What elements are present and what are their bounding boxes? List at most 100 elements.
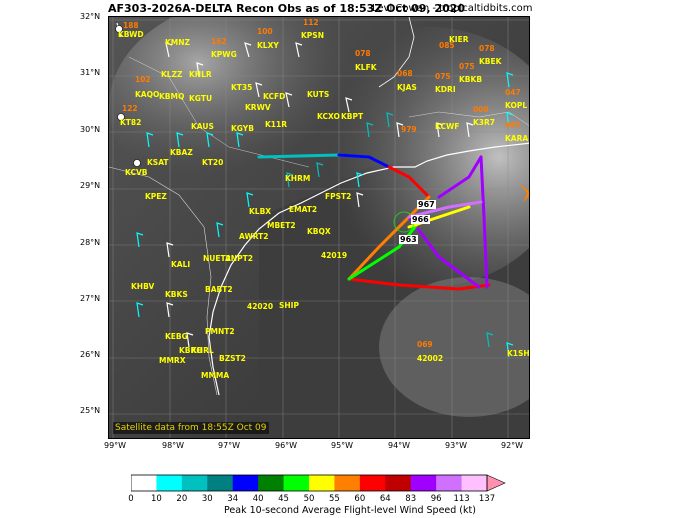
colorbar-tick-label: 96 [430, 494, 442, 504]
lat-label-27: 27°N [80, 294, 101, 303]
station-khlr: KHLR [189, 70, 212, 79]
lon-label-96: 96°W [275, 441, 298, 450]
colorbar-tick-label: 0 [128, 494, 134, 504]
satellite-timestamp: Satellite data from 18:55Z Oct 09 [113, 422, 269, 434]
colorbar-tick-label: 45 [278, 494, 289, 504]
lon-label-98: 98°W [162, 441, 185, 450]
station-kaus: KAUS [191, 122, 214, 131]
colorbar-cell [207, 475, 234, 491]
station-kbek-obs: 078 [479, 44, 495, 53]
colorbar-cell [181, 475, 208, 491]
lat-label-29: 29°N [80, 181, 101, 190]
station-khbv: KHBV [131, 282, 155, 291]
station-khrm: KHRM [285, 174, 311, 183]
wind-barbs [116, 22, 514, 358]
colorbar-tick-label: 40 [252, 494, 264, 504]
station-fpst2: FPST2 [325, 192, 352, 201]
colorbar-title: Peak 10-second Average Flight-level Wind… [224, 505, 476, 516]
recon-map[interactable]: KBWD 188 KMNZ KPWG 162 KLXY 100 KPSN 112… [108, 16, 530, 439]
station-kali: KALI [171, 260, 191, 269]
station-kbqx: KBQX [307, 227, 331, 236]
station-kcvb: KCVB [125, 168, 148, 177]
station-kbro: KBRO [179, 346, 203, 355]
station-klxy: KLXY [257, 41, 279, 50]
map-canvas [109, 17, 529, 438]
lat-label-32: 32°N [80, 12, 101, 21]
lon-label-94: 94°W [388, 441, 411, 450]
lon-label-95: 95°W [331, 441, 354, 450]
colorbar-cell [359, 475, 386, 491]
pressure-label-967: 967 [417, 200, 436, 209]
station-42002-obs: 069 [417, 340, 433, 349]
station-kbks: KBKS [165, 290, 188, 299]
station-kgtu: KGTU [189, 94, 213, 103]
river-lines [128, 56, 310, 168]
lon-label-97: 97°W [218, 441, 241, 450]
station-kaqo: KAQO [135, 90, 160, 99]
station-kt35: KT35 [231, 83, 253, 92]
station-babt2: BABT2 [205, 285, 233, 294]
station-42002: 42002 [417, 354, 444, 363]
colorbar-cell [436, 475, 463, 491]
inland-cloud-cover [109, 17, 409, 217]
texas-louisiana-coastline [208, 142, 529, 396]
colorbar-cell [309, 475, 335, 491]
station-bzst2: BZST2 [219, 354, 246, 363]
station-kbaz: KBAZ [170, 148, 193, 157]
lat-label-28: 28°N [80, 238, 101, 247]
colorbar-tick-label: 34 [227, 494, 239, 504]
colorbar-tick-label: 55 [329, 494, 340, 504]
pressure-label-966: 966 [411, 215, 430, 224]
colorbar-tick-label: 20 [176, 494, 188, 504]
station-kpsn-obs: 112 [303, 18, 319, 27]
colorbar-cell [156, 475, 183, 491]
colorbar-tick-label: 50 [303, 494, 315, 504]
lon-label-93: 93°W [445, 441, 468, 450]
station-42019: 42019 [321, 251, 348, 260]
colorbar-tick-label: 64 [379, 494, 391, 504]
station-kcfd: KCFD [263, 92, 286, 101]
station-awrt2: AWRT2 [239, 232, 269, 241]
station-krwv: KRWV [245, 103, 271, 112]
station-kcxo: KCXO [317, 112, 340, 121]
station-kbkb-obs: 075 [459, 62, 475, 71]
station-mmma: MMMA [201, 371, 230, 380]
station-k3r7-obs: 000 [473, 105, 489, 114]
colorbar-cell [461, 475, 488, 491]
map-credit: Levi Cowan - tropicaltidbits.com [372, 3, 533, 14]
lon-label-92: 92°W [501, 441, 524, 450]
colorbar-cell [232, 475, 259, 491]
station-kbmq: KBMQ [159, 92, 185, 101]
station-kpwg: KPWG [211, 50, 237, 59]
station-kjas: KJAS [397, 83, 417, 92]
station-kt82-obs: 122 [122, 104, 138, 113]
station-kcwf: KCWF [435, 122, 460, 131]
graticule [109, 17, 529, 438]
recon-flight-track [257, 153, 491, 291]
station-kara: KARA [505, 134, 529, 143]
station-ksat: KSAT [147, 158, 169, 167]
city-marker [115, 25, 123, 33]
station-kaqo-obs: 102 [135, 75, 151, 84]
station-kier: KIER [449, 35, 469, 44]
city-marker [133, 159, 141, 167]
lat-label-25: 25°N [80, 406, 101, 415]
map-title: AF303-2026A-DELTA Recon Obs as of 18:53Z… [108, 2, 466, 15]
station-kdri: KDRI [435, 85, 456, 94]
station-klxy-obs: 100 [257, 27, 273, 36]
station-kara-obs: 997 [505, 121, 521, 130]
lon-label-99: 99°W [104, 441, 127, 450]
colorbar-tick-label: 30 [201, 494, 213, 504]
city-marker [117, 113, 125, 121]
station-kpsn: KPSN [301, 31, 324, 40]
station-klfk: KLFK [355, 63, 377, 72]
colorbar-cell [258, 475, 285, 491]
station-kgyb: KGYB [231, 124, 254, 133]
station-kjas2-obs: 979 [401, 125, 417, 134]
colorbar-extend-arrow [486, 474, 506, 492]
station-k1sh: K1SH [507, 349, 530, 358]
station-anpt2: ANPT2 [225, 254, 253, 263]
colorbar-tick-label: 83 [405, 494, 417, 504]
county-lines [109, 166, 218, 396]
station-kt82: KT82 [120, 118, 142, 127]
